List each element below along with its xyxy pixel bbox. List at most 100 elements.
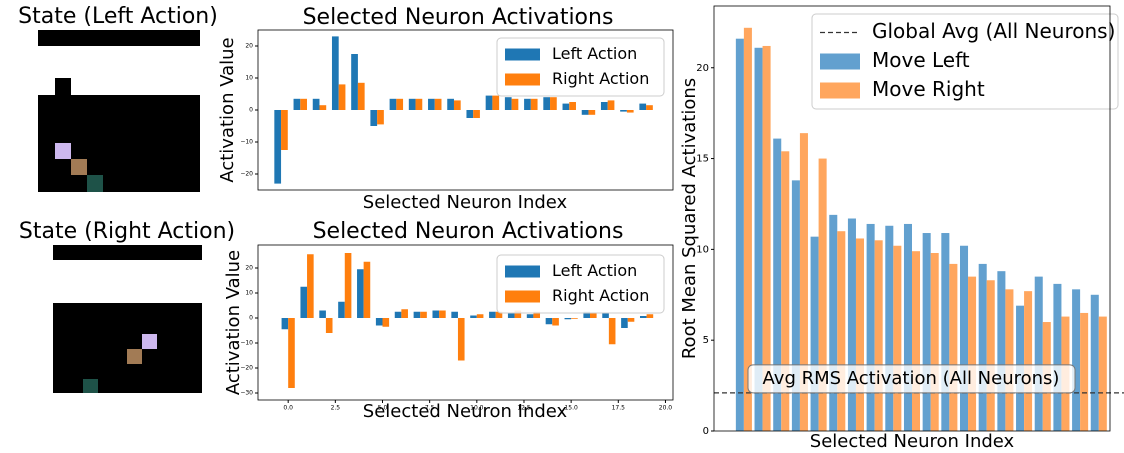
chart-title: Selected Neuron Activations [313,219,624,244]
plot-frame [713,5,1111,432]
bar [300,98,307,110]
bar [545,318,553,325]
bar [507,313,515,318]
bar [377,110,384,125]
y-tick-label: 0 [249,315,253,322]
bar [791,180,800,431]
bar [621,318,628,328]
bar [394,311,402,318]
bar [504,97,512,110]
bar [874,240,883,431]
bar [562,103,570,110]
bar [743,27,752,432]
y-tick-label: −10 [240,340,253,347]
bar [389,98,397,110]
x-tick-label: 7.5 [425,405,435,412]
bar [837,231,846,431]
bar [773,138,782,432]
bar [370,110,378,126]
bar [930,253,939,431]
bar [485,95,493,110]
bar [855,238,864,431]
bar [338,301,345,318]
bar [590,313,597,318]
legend-label: Move Right [872,77,985,101]
bar [735,38,744,431]
bar [530,98,538,110]
bar [626,110,634,113]
x-axis-label: Selected Neuron Index [810,431,1015,452]
bar [941,233,950,431]
bar [288,318,295,388]
bar [476,314,484,318]
bar [1090,294,1099,431]
bar [922,233,931,431]
chart-title: Selected Neuron Activations [303,5,614,30]
bar [293,98,301,110]
bar [434,98,442,110]
x-tick-label: 0.0 [283,405,293,412]
x-tick-label: 2.5 [331,405,341,412]
bar [312,98,320,110]
x-tick-label: 15.0 [564,405,578,412]
annotation-box [747,364,1076,394]
y-tick-label: 20 [696,63,709,74]
bar [968,276,977,431]
bar [453,100,461,110]
bar [396,98,404,110]
bar [1098,316,1107,431]
x-axis-label: Selected Neuron Index [363,192,568,213]
y-tick-label: −20 [240,171,253,178]
x-axis-label: Selected Neuron Index [363,401,568,422]
image-title: State (Left Action) [18,4,218,29]
bar [413,311,421,318]
bar [401,309,408,318]
legend-label: Left Action [552,44,637,63]
bar [281,110,288,150]
y-axis-label: Activation Value [217,37,238,182]
legend-box [811,13,1119,110]
y-tick-label: 10 [696,244,709,255]
bar [581,110,589,115]
annotation: Avg RMS Activation (All Neurons) [763,368,1060,389]
y-tick-label: 10 [245,290,253,297]
bar [533,311,541,318]
bar [363,261,371,318]
y-tick-label: 0 [703,426,709,437]
bar [466,110,474,118]
y-axis-label: Activation Value [223,250,244,395]
bar [781,151,790,432]
bar [893,245,902,431]
bar [978,263,987,431]
bar [543,97,551,110]
legend-swatch [505,265,540,278]
y-tick-label: 10 [245,75,253,82]
bar [526,314,534,318]
legend-swatch [505,290,540,303]
bar [564,318,572,320]
y-tick-label: 20 [245,43,253,50]
legend-label: Right Action [552,69,649,88]
bar [818,158,827,432]
bar [375,318,383,326]
bar [608,318,616,345]
bar [799,133,808,431]
bar [489,311,496,318]
bar [457,318,465,361]
bar [571,318,578,319]
bar [552,318,559,326]
bar [602,313,609,318]
bar [903,223,912,431]
legend-label: Move Left [872,48,970,72]
y-tick-label: 0 [249,107,253,114]
bar [997,271,1006,431]
bar [639,103,647,110]
bar [810,236,819,431]
bar [986,280,995,431]
bar [351,54,358,110]
chart: Selected Neuron Activations Selected Neur… [223,219,674,422]
bar [319,105,327,110]
bar [1080,312,1089,431]
bar [912,251,921,431]
